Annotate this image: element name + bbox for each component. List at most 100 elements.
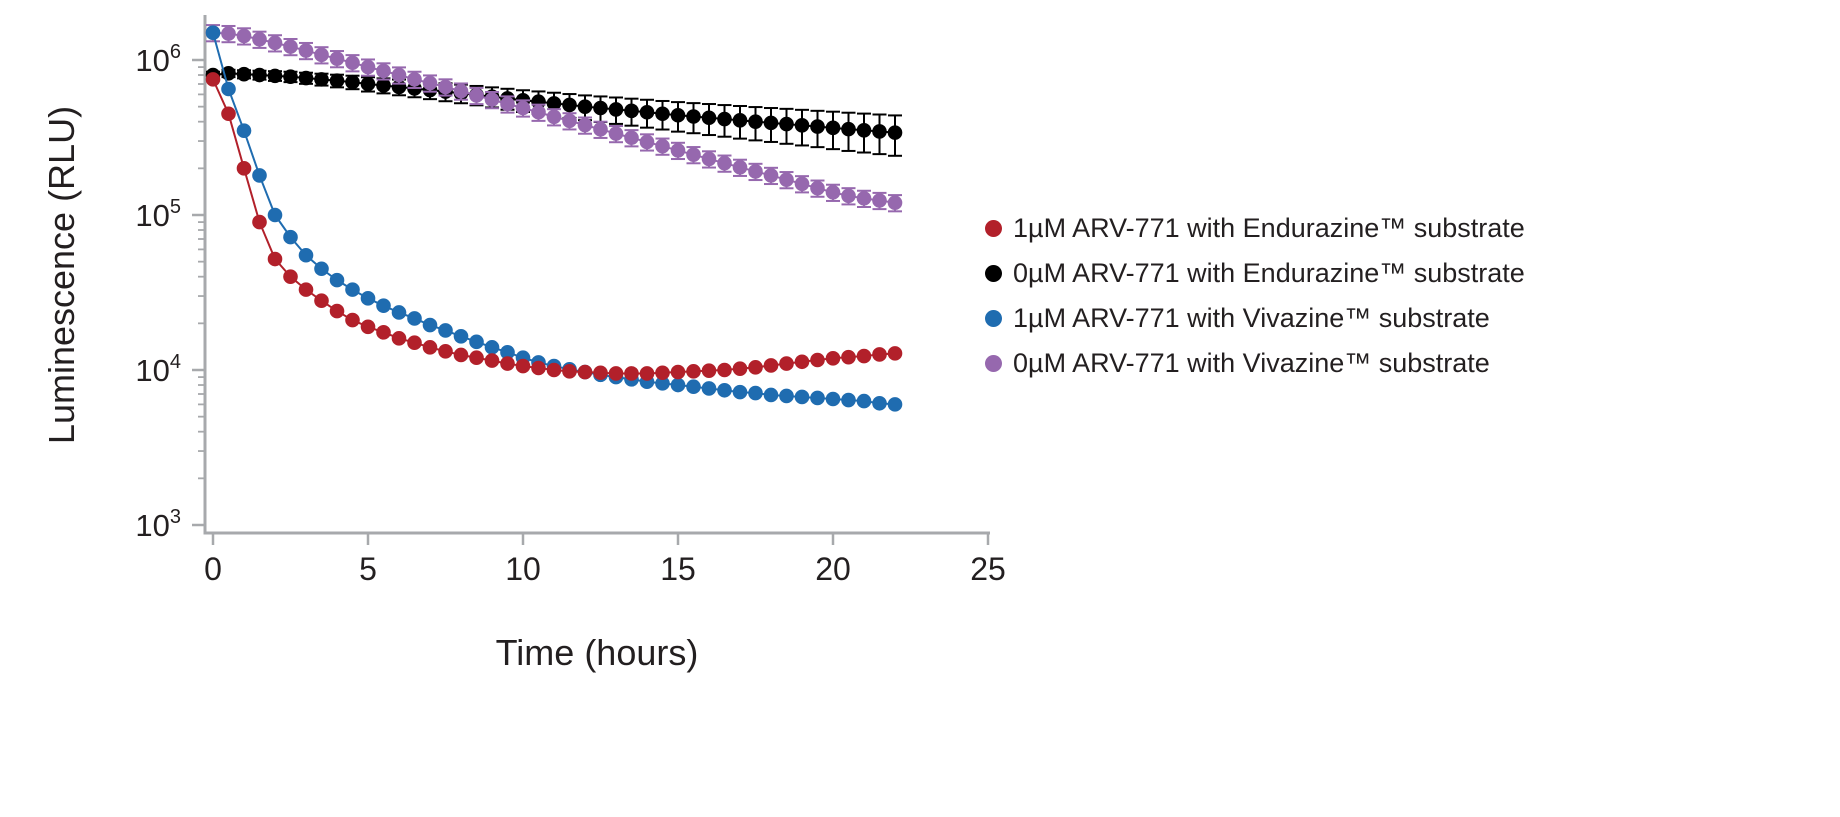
- data-point: [236, 28, 252, 44]
- data-point: [686, 364, 701, 379]
- data-point: [872, 193, 887, 208]
- data-point: [422, 317, 438, 333]
- data-point: [562, 364, 577, 379]
- data-point: [562, 113, 577, 129]
- data-point: [825, 185, 841, 200]
- data-point: [391, 331, 407, 346]
- data-point: [360, 76, 376, 92]
- data-point: [717, 155, 732, 171]
- legend-item-0um-arv771-vivazine: 0µM ARV-771 with Vivazine™ substrate: [985, 348, 1525, 379]
- data-point: [887, 195, 903, 211]
- data-point: [236, 66, 252, 82]
- data-point: [763, 168, 779, 183]
- data-point: [872, 347, 887, 362]
- data-point: [717, 362, 732, 378]
- data-point: [810, 119, 825, 134]
- data-point: [267, 251, 283, 267]
- data-point: [670, 377, 686, 393]
- x-tick-label: 15: [660, 551, 696, 587]
- data-point: [779, 172, 794, 187]
- data-point: [841, 188, 856, 204]
- data-point: [391, 305, 407, 320]
- data-point: [531, 360, 546, 376]
- data-point: [298, 282, 314, 297]
- data-point: [360, 59, 376, 75]
- data-point: [593, 365, 608, 381]
- data-point: [655, 376, 670, 391]
- y-tick-label: 106: [135, 41, 181, 78]
- legend-label: 1µM ARV-771 with Endurazine™ substrate: [1013, 213, 1525, 243]
- y-axis-title: Luminescence (RLU): [41, 105, 82, 445]
- x-tick-label: 5: [359, 551, 377, 587]
- data-point: [500, 345, 515, 360]
- x-tick-label: 10: [505, 551, 541, 587]
- data-point: [376, 63, 391, 79]
- data-point: [515, 358, 531, 374]
- data-point: [438, 79, 453, 95]
- data-point: [314, 72, 329, 87]
- data-point: [376, 298, 391, 313]
- data-point: [577, 117, 593, 133]
- data-point: [887, 125, 903, 140]
- data-point: [825, 391, 841, 407]
- data-point: [407, 335, 422, 351]
- data-point: [639, 366, 655, 381]
- data-point: [655, 106, 670, 122]
- x-tick-label: 0: [204, 551, 222, 587]
- data-point: [763, 115, 779, 131]
- data-point: [546, 96, 562, 111]
- data-point: [546, 362, 562, 378]
- data-point: [732, 113, 748, 128]
- data-point: [453, 83, 469, 99]
- data-point: [748, 385, 763, 401]
- data-point: [779, 116, 794, 132]
- data-point: [763, 387, 779, 403]
- data-point: [717, 111, 732, 127]
- data-point: [794, 118, 810, 133]
- y-tick-label: 104: [135, 351, 181, 388]
- data-point: [670, 143, 686, 158]
- data-point: [577, 99, 593, 114]
- data-point: [267, 207, 283, 223]
- data-point: [624, 130, 639, 146]
- data-point: [825, 120, 841, 136]
- data-point: [856, 393, 872, 409]
- data-point: [701, 381, 717, 396]
- legend-item-0um-arv771-endurazine: 0µM ARV-771 with Endurazine™ substrate: [985, 258, 1525, 289]
- data-point: [655, 138, 670, 154]
- data-point: [856, 122, 872, 138]
- legend-item-1um-arv771-endurazine: 1µM ARV-771 with Endurazine™ substrate: [985, 213, 1525, 244]
- series-0um-arv771-vivazine: [205, 24, 903, 213]
- data-point: [283, 69, 298, 85]
- x-tick-label: 20: [815, 551, 851, 587]
- y-tick-label: 105: [135, 196, 181, 233]
- data-point: [825, 350, 841, 366]
- data-point: [345, 312, 360, 328]
- data-point: [376, 325, 391, 340]
- data-point: [252, 214, 267, 230]
- data-point: [329, 303, 345, 319]
- data-point: [748, 114, 763, 129]
- data-point: [546, 109, 562, 125]
- data-point: [794, 389, 810, 405]
- data-point: [748, 360, 763, 375]
- data-point: [407, 72, 422, 87]
- data-point: [422, 340, 438, 355]
- data-point: [872, 395, 887, 411]
- data-point: [608, 126, 624, 141]
- legend: 1µM ARV-771 with Endurazine™ substrate 0µ…: [985, 213, 1525, 379]
- data-point: [360, 291, 376, 306]
- series-1um-arv771-endurazine: [205, 72, 903, 381]
- data-point: [314, 47, 329, 63]
- data-point: [717, 382, 732, 398]
- data-point: [794, 354, 810, 370]
- data-point: [500, 96, 515, 112]
- data-point: [779, 388, 794, 404]
- data-point: [686, 147, 701, 162]
- data-point: [670, 364, 686, 380]
- data-point: [422, 75, 438, 91]
- data-point: [329, 73, 345, 89]
- data-point: [624, 366, 639, 381]
- data-point: [701, 363, 717, 378]
- data-point: [593, 122, 608, 137]
